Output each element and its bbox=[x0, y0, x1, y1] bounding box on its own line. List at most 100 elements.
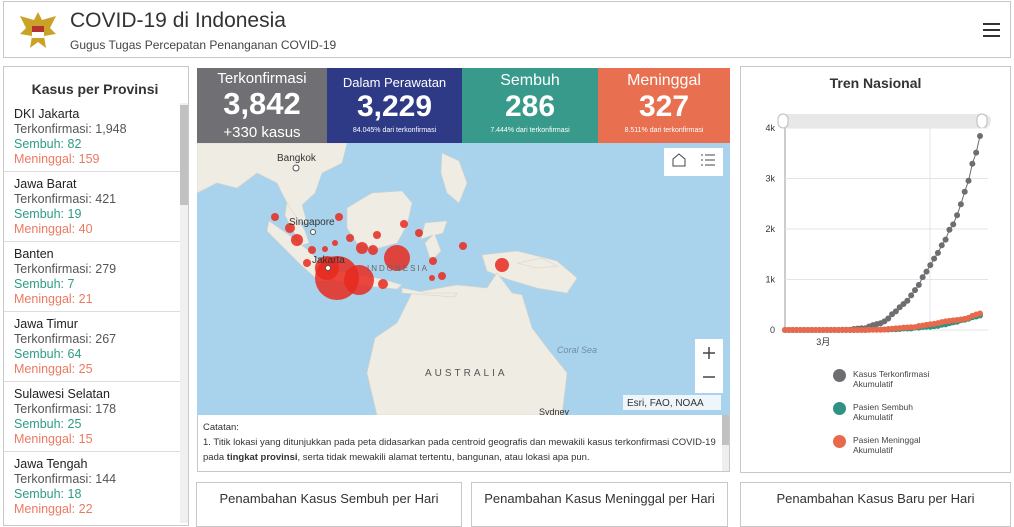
province-deaths: Meninggal: 21 bbox=[14, 292, 93, 306]
stat-sub: +330 kasus bbox=[223, 124, 301, 141]
province-name: DKI Jakarta bbox=[14, 107, 80, 121]
data-point bbox=[954, 212, 961, 219]
province-list: DKI Jakarta Terkonfirmasi: 1,948 Sembuh: 8… bbox=[4, 105, 180, 525]
legend-label: Kasus Terkonfirmasi Akumulatif bbox=[853, 369, 930, 389]
data-point bbox=[942, 236, 949, 243]
map-label: Coral Sea bbox=[557, 345, 597, 355]
stat-sub: 84.045% dari terkonfirmasi bbox=[352, 127, 437, 134]
map-label: Singapore bbox=[289, 217, 335, 228]
data-point bbox=[892, 308, 899, 315]
province-item: Jawa Tengah Terkonfirmasi: 144 Sembuh: 18 M… bbox=[14, 457, 182, 517]
note-text: 1. Titik lokasi yang ditunjukkan pada pe… bbox=[203, 437, 716, 463]
legend-item: Pasien Meninggal Akumulatif bbox=[831, 433, 951, 466]
scrollbar[interactable] bbox=[180, 103, 188, 523]
map-label: AUSTRALIA bbox=[425, 368, 508, 379]
slider-handle[interactable] bbox=[777, 113, 789, 129]
note-bold: tingkat provinsi bbox=[226, 452, 298, 463]
data-point bbox=[912, 287, 918, 294]
province-deaths: Meninggal: 159 bbox=[14, 152, 100, 166]
province-item: Sulawesi Selatan Terkonfirmasi: 178 Sembuh… bbox=[14, 387, 182, 447]
province-item: Banten Terkonfirmasi: 279 Sembuh: 7 Meningg… bbox=[14, 247, 182, 307]
y-tick-label: 1k bbox=[765, 275, 775, 285]
data-point bbox=[923, 268, 930, 275]
province-confirmed: Terkonfirmasi: 279 bbox=[14, 262, 117, 276]
province-deaths: Meninggal: 40 bbox=[14, 222, 93, 236]
separator bbox=[4, 311, 180, 312]
province-recovered: Sembuh: 82 bbox=[14, 137, 82, 151]
separator bbox=[4, 381, 180, 382]
legend: Kasus Terkonfirmasi Akumulatif Pasien Sem… bbox=[831, 367, 951, 466]
legend-swatch bbox=[833, 435, 846, 448]
stat-label: Meninggal bbox=[627, 72, 701, 89]
data-point bbox=[961, 188, 968, 195]
province-recovered: Sembuh: 25 bbox=[14, 417, 82, 431]
province-confirmed: Terkonfirmasi: 421 bbox=[14, 192, 117, 206]
stat-value: 286 bbox=[504, 90, 556, 123]
stat-label: Sembuh bbox=[500, 72, 560, 89]
data-point bbox=[965, 177, 972, 184]
data-point bbox=[934, 249, 941, 256]
panel: Penambahan Kasus Baru per Hari bbox=[740, 482, 1011, 527]
province-confirmed: Terkonfirmasi: 144 bbox=[14, 472, 117, 486]
legend-label: Pasien Sembuh Akumulatif bbox=[853, 402, 914, 422]
province-confirmed: Terkonfirmasi: 178 bbox=[14, 402, 117, 416]
logo bbox=[20, 12, 56, 48]
stat-label: Dalam Perawatan bbox=[342, 75, 447, 90]
panel: Penambahan Kasus Sembuh per Hari bbox=[196, 482, 462, 527]
province-name: Sulawesi Selatan bbox=[14, 387, 110, 401]
data-point bbox=[973, 149, 980, 156]
stat-deaths: Meninggal 327 8.511% dari terkonfirmasi bbox=[598, 68, 730, 143]
data-point bbox=[946, 226, 953, 233]
trend-title: Tren Nasional bbox=[829, 75, 922, 91]
range-slider[interactable] bbox=[781, 114, 991, 128]
panel-title: Penambahan Kasus Meninggal per Hari bbox=[484, 491, 715, 506]
trend-chart: 0 1k 2k 3k 4k 3月 bbox=[765, 113, 991, 347]
panel: Penambahan Kasus Meninggal per Hari bbox=[471, 482, 728, 527]
map-label: INDONESIA bbox=[367, 264, 429, 273]
map-widgets bbox=[664, 148, 723, 176]
y-tick-label: 4k bbox=[765, 123, 775, 133]
province-confirmed: Terkonfirmasi: 267 bbox=[14, 332, 117, 346]
stat-recovered: Sembuh 286 7.444% dari terkonfirmasi bbox=[462, 68, 598, 143]
province-recovered: Sembuh: 19 bbox=[14, 207, 82, 221]
slider-handle[interactable] bbox=[976, 113, 988, 129]
y-tick-label: 3k bbox=[765, 174, 775, 184]
scrollbar[interactable] bbox=[722, 415, 729, 471]
map-label: Jakarta bbox=[312, 255, 345, 266]
legend-swatch bbox=[833, 369, 846, 382]
map[interactable]: Bangkok Singapore Jakarta INDONESIA AUST… bbox=[197, 143, 730, 415]
note: Catatan: 1. Titik lokasi yang ditunjukka… bbox=[197, 415, 730, 472]
stat-sub: 7.444% dari terkonfirmasi bbox=[490, 127, 570, 134]
home-button[interactable] bbox=[672, 153, 686, 167]
subtitle: Gugus Tugas Percepatan Penanganan COVID-… bbox=[70, 38, 337, 52]
menu-button[interactable] bbox=[982, 21, 1002, 39]
stat-care: Dalam Perawatan 3,229 84.045% dari terko… bbox=[327, 68, 462, 143]
data-point bbox=[915, 281, 922, 288]
legend-item: Pasien Sembuh Akumulatif bbox=[831, 400, 951, 433]
series-line bbox=[785, 135, 981, 331]
province-recovered: Sembuh: 7 bbox=[14, 277, 75, 291]
header: COVID-19 di Indonesia Gugus Tugas Percep… bbox=[3, 1, 1011, 58]
province-name: Banten bbox=[14, 247, 54, 261]
province-item: Jawa Timur Terkonfirmasi: 267 Sembuh: 64 Me… bbox=[14, 317, 182, 377]
province-name: Jawa Timur bbox=[14, 317, 78, 331]
data-point bbox=[977, 310, 983, 317]
stat-label: Terkonfirmasi bbox=[217, 70, 307, 87]
panel-title: Kasus per Provinsi bbox=[31, 81, 159, 97]
province-deaths: Meninggal: 25 bbox=[14, 362, 93, 376]
province-name: Jawa Tengah bbox=[14, 457, 88, 471]
province-name: Jawa Barat bbox=[14, 177, 77, 191]
province-panel: Kasus per Provinsi DKI Jakarta Terkonfirm… bbox=[3, 66, 189, 526]
separator bbox=[4, 451, 180, 452]
layer-list-button[interactable] bbox=[701, 154, 715, 166]
separator bbox=[4, 171, 180, 172]
title: COVID-19 di Indonesia bbox=[70, 9, 286, 32]
y-tick-label: 2k bbox=[765, 224, 775, 234]
zoom-in[interactable] bbox=[703, 347, 715, 359]
scroll-thumb[interactable] bbox=[180, 105, 188, 205]
legend-label: Pasien Meninggal Akumulatif bbox=[853, 435, 921, 455]
data-point bbox=[969, 160, 976, 167]
panel-title: Penambahan Kasus Sembuh per Hari bbox=[219, 491, 439, 506]
data-point bbox=[908, 292, 915, 299]
